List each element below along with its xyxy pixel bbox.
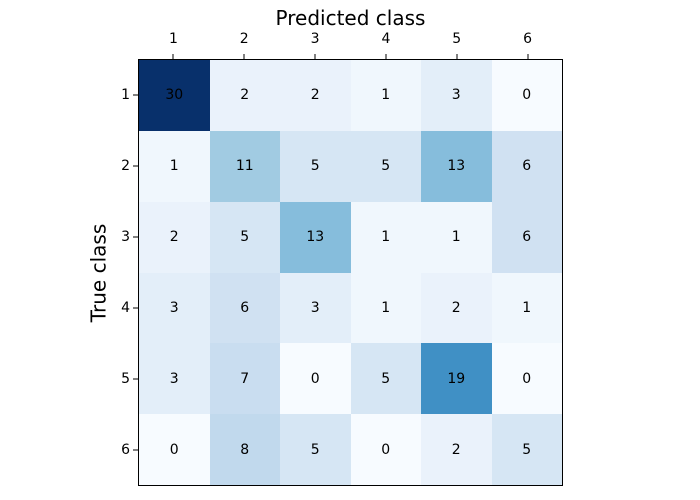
x-axis-label: Predicted class bbox=[275, 6, 426, 30]
matrix-cell: 2 bbox=[421, 272, 492, 344]
y-tick-marks bbox=[133, 59, 138, 486]
y-tick-mark bbox=[133, 378, 138, 380]
matrix-cell: 2 bbox=[209, 60, 280, 131]
matrix-cell: 1 bbox=[139, 130, 210, 202]
matrix-cell: 2 bbox=[139, 201, 210, 273]
matrix-cell: 1 bbox=[350, 201, 421, 273]
x-tick-mark bbox=[527, 54, 529, 59]
x-tick-label: 6 bbox=[523, 31, 533, 47]
y-tick-label: 2 bbox=[121, 157, 130, 174]
x-tick-mark bbox=[456, 54, 458, 59]
x-tick-labels: 1 2 3 4 5 6 bbox=[138, 31, 563, 47]
y-tick-label: 6 bbox=[121, 442, 130, 459]
y-tick-label: 4 bbox=[121, 300, 130, 317]
matrix-cell: 1 bbox=[350, 272, 421, 344]
matrix-cell: 1 bbox=[421, 201, 492, 273]
matrix-cell: 2 bbox=[421, 414, 492, 485]
matrix-cell: 5 bbox=[491, 414, 562, 485]
matrix-cell: 3 bbox=[139, 343, 210, 415]
y-tick-label: 1 bbox=[121, 86, 130, 103]
x-tick-mark bbox=[314, 54, 316, 59]
y-tick-labels: 1 2 3 4 5 6 bbox=[104, 59, 130, 486]
x-tick-label: 5 bbox=[452, 31, 462, 47]
y-tick-mark bbox=[133, 94, 138, 96]
x-tick-mark bbox=[243, 54, 245, 59]
matrix-cell: 0 bbox=[139, 414, 210, 485]
matrix-cell: 6 bbox=[491, 130, 562, 202]
matrix-cell: 5 bbox=[350, 130, 421, 202]
matrix-cell: 30 bbox=[139, 60, 210, 131]
matrix-cell: 3 bbox=[280, 272, 351, 344]
matrix-cell: 5 bbox=[209, 201, 280, 273]
matrix-cell: 2 bbox=[280, 60, 351, 131]
matrix-cell: 1 bbox=[491, 272, 562, 344]
matrix-cell: 19 bbox=[421, 343, 492, 415]
matrix-cell: 0 bbox=[491, 343, 562, 415]
matrix-cell: 6 bbox=[491, 201, 562, 273]
y-tick-mark bbox=[133, 236, 138, 238]
x-tick-label: 1 bbox=[168, 31, 178, 47]
matrix-cell: 3 bbox=[421, 60, 492, 131]
matrix-cell: 0 bbox=[280, 343, 351, 415]
x-tick-marks bbox=[138, 54, 563, 59]
matrix-cell: 13 bbox=[421, 130, 492, 202]
x-tick-label: 2 bbox=[239, 31, 249, 47]
x-tick-label: 4 bbox=[381, 31, 391, 47]
y-tick-label: 5 bbox=[121, 371, 130, 388]
matrix-cell: 3 bbox=[139, 272, 210, 344]
matrix-cell: 7 bbox=[209, 343, 280, 415]
matrix-cell: 5 bbox=[350, 343, 421, 415]
x-tick-mark bbox=[385, 54, 387, 59]
x-tick-label: 3 bbox=[310, 31, 320, 47]
matrix-cell: 0 bbox=[350, 414, 421, 485]
matrix-cell: 11 bbox=[209, 130, 280, 202]
matrix-cell: 5 bbox=[280, 414, 351, 485]
y-tick-label: 3 bbox=[121, 228, 130, 245]
y-tick-mark bbox=[133, 449, 138, 451]
matrix-cell: 5 bbox=[280, 130, 351, 202]
matrix-cell: 0 bbox=[491, 60, 562, 131]
matrix-cell: 8 bbox=[209, 414, 280, 485]
y-tick-mark bbox=[133, 307, 138, 309]
heatmap-grid: 30 2 2 1 3 0 1 11 5 5 13 6 2 5 13 1 1 6 3 6 3 1 2 1 3 7 0 5 19 0 0 8 5 0 2… bbox=[138, 59, 563, 486]
matrix-cell: 6 bbox=[209, 272, 280, 344]
y-tick-mark bbox=[133, 165, 138, 167]
x-tick-mark bbox=[172, 54, 174, 59]
matrix-cell: 1 bbox=[350, 60, 421, 131]
matrix-cell: 13 bbox=[280, 201, 351, 273]
